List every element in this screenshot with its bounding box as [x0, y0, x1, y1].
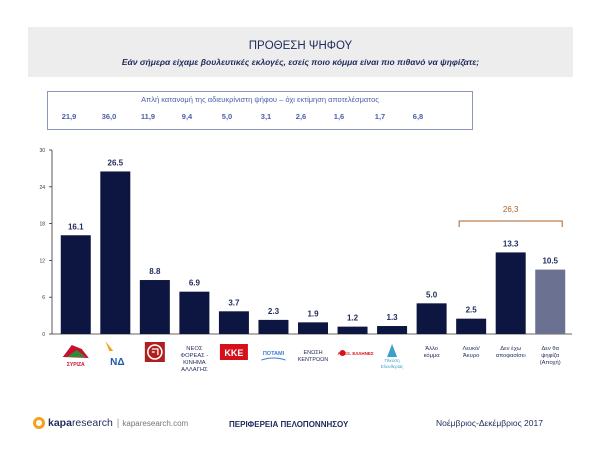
raw-value: 1,6 [333, 112, 345, 121]
chart-header: ΠΡΟΘΕΣΗ ΨΗΦΟΥ Εάν σήμερα είχαμε βουλευτι… [28, 27, 573, 77]
raw-distribution-title: Απλή κατανομή της αδιευκρίνιστη ψήφου – … [141, 95, 379, 104]
anel-logo-dot [339, 350, 346, 356]
bar [139, 280, 170, 334]
category-label: (Αποχή) [540, 359, 561, 366]
raw-value: 3,1 [260, 112, 272, 121]
bracket-line [458, 220, 563, 227]
bar-value-label: 1.9 [307, 309, 319, 318]
bar-value-label: 2.5 [466, 306, 478, 315]
y-tick-label: 0 [42, 332, 45, 338]
potami-wave [261, 357, 286, 361]
bar-value-label: 2.3 [268, 307, 280, 316]
raw-value: 2,6 [295, 112, 307, 121]
bracket-label: 26,3 [503, 205, 519, 214]
bar [218, 311, 249, 334]
bar [456, 318, 487, 334]
category-label: Άλλο [425, 346, 438, 352]
category-label: Άκυρο [463, 353, 479, 359]
y-tick-label: 6 [42, 295, 45, 301]
chart-subtitle: Εάν σήμερα είχαμε βουλευτικές εκλογές, ε… [121, 57, 480, 67]
category-label: ΝΕΟΣ [186, 346, 203, 352]
bar-value-label: 10.5 [542, 257, 558, 266]
syriza-logo-shape [66, 350, 86, 357]
logo-url: kaparesearch.com [122, 418, 189, 428]
logo-separator: | [116, 417, 120, 429]
raw-value: 6,8 [412, 112, 424, 121]
syriza-logo-text: ΣΥΡΙΖΑ [67, 362, 85, 368]
category-label: ψηφίζα [541, 353, 560, 359]
bar-value-label: 1.3 [387, 313, 399, 322]
bar-value-label: 26.5 [108, 158, 124, 167]
y-tick-label: 12 [39, 258, 45, 264]
bar [495, 252, 526, 334]
eleftheria-logo-shape [387, 344, 398, 357]
raw-value: 1,7 [374, 112, 386, 121]
bar [258, 319, 289, 334]
bar [377, 326, 408, 334]
chart-title: ΠΡΟΘΕΣΗ ΨΗΦΟΥ [248, 40, 353, 52]
bar-value-label: 5.0 [426, 290, 438, 299]
raw-value: 36,0 [101, 112, 117, 121]
category-label: αποφασίσει [496, 353, 527, 359]
bar [416, 303, 447, 334]
anel-logo-text: ΑΝΕΞ. ΕΛΛΗΝΕΣ [337, 351, 373, 356]
enosi-logo-text: ΕΝΩΣΗ [303, 350, 322, 356]
bar [60, 235, 91, 334]
bar-value-label: 13.3 [503, 239, 519, 248]
bar-value-label: 3.7 [228, 298, 240, 307]
raw-value: 9,4 [181, 112, 193, 121]
golden-dawn-meander [151, 348, 159, 355]
eleftheria-logo-text: Ελευθερίας [381, 364, 404, 369]
bar-value-label: 1.2 [347, 314, 359, 323]
bar [337, 326, 368, 334]
footer-date: Νοέμβριος-Δεκέμβριος 2017 [436, 418, 543, 428]
potami-logo-text: ΠΟΤΑΜΙ [263, 351, 285, 357]
bar-value-label: 8.8 [149, 267, 161, 276]
kapa-research-logo: kapa research | kaparesearch.com [33, 415, 188, 431]
raw-distribution-box: Απλή κατανομή της αδιευκρίνιστη ψήφου – … [47, 91, 473, 130]
raw-value: 5,0 [221, 112, 233, 121]
category-label: Δεν θα [541, 346, 559, 352]
nd-torch-icon [105, 341, 114, 351]
kke-logo-text: ΚΚΕ [224, 348, 243, 358]
logo-research-text: research [71, 417, 113, 429]
eleftheria-logo-text: Πλεύση [384, 357, 400, 363]
bar [179, 291, 210, 334]
category-label: ΚΙΝΗΜΑ [183, 360, 206, 366]
bar-value-label: 16.1 [68, 222, 84, 231]
y-tick-label: 30 [39, 148, 45, 154]
bar [298, 322, 328, 334]
logo-kapa-text: kapa [48, 417, 72, 429]
kke-logo [219, 344, 248, 360]
y-tick-label: 24 [39, 185, 45, 191]
category-label: κόμμα [424, 352, 441, 359]
category-label: ΑΛΛΑΓΗΣ [181, 367, 208, 373]
bar-value-label: 6.9 [189, 279, 201, 288]
enosi-logo-text: ΚΕΝΤΡΩΩΝ [298, 357, 329, 363]
category-label: Δεν έχω [500, 345, 521, 352]
nd-logo-text: ΝΔ [110, 357, 124, 368]
golden-dawn-logo-ring [147, 344, 163, 360]
raw-value: 21,9 [61, 112, 77, 121]
bar [100, 171, 131, 334]
raw-value: 11,9 [140, 112, 156, 121]
y-tick-label: 18 [39, 222, 45, 228]
category-label: ΦΟΡΕΑΣ - [180, 353, 208, 359]
footer-region: ΠΕΡΙΦΕΡΕΙΑ ΠΕΛΟΠΟΝΝΗΣΟΥ [229, 420, 349, 429]
kapa-logo-icon [33, 417, 45, 429]
bar [535, 269, 566, 334]
category-label: Λευκό/ [463, 345, 481, 352]
